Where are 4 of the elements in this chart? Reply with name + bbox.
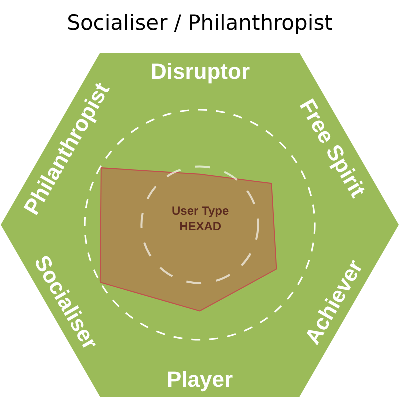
text: User Type HEXAD <box>172 204 230 234</box>
spoke-label: Player <box>167 367 234 392</box>
spoke-label: Disruptor <box>151 59 250 84</box>
chart-title: Socialiser / Philanthropist <box>67 11 333 36</box>
